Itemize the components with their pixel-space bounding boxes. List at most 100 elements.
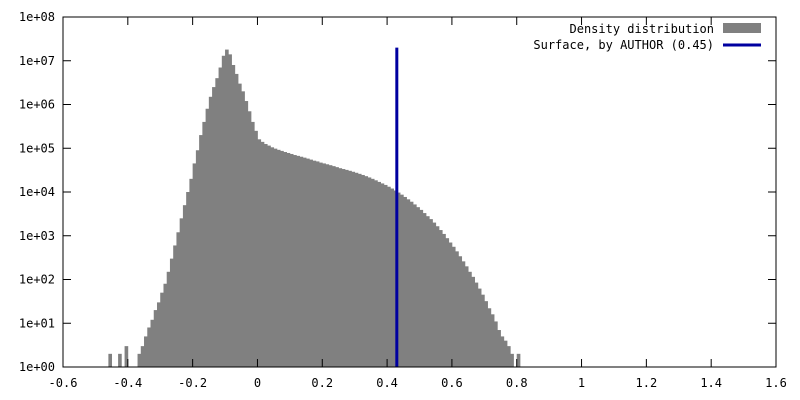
histogram-bar (494, 321, 498, 367)
histogram-bar (413, 204, 417, 367)
histogram-bar (124, 346, 129, 367)
y-tick-label: 1e+01 (19, 316, 55, 330)
histogram-bar (487, 308, 492, 367)
histogram-bar (166, 271, 171, 367)
histogram-bar (490, 314, 495, 367)
legend-swatch-density (723, 23, 761, 33)
histogram-bars (108, 49, 521, 368)
histogram-bar (442, 233, 446, 367)
histogram-bar (503, 340, 508, 367)
histogram-bar (507, 346, 511, 367)
histogram-bar (331, 166, 336, 367)
x-axis: -0.6 -0.4 -0.2 0 0.2 0.4 0.6 0.8 1 1.2 1.4 1.6 (49, 17, 787, 390)
y-tick-label: 1e+03 (19, 229, 55, 243)
histogram-bar (169, 258, 174, 367)
histogram-bar (280, 150, 284, 367)
histogram-bar (445, 238, 450, 367)
histogram-bar (338, 168, 343, 367)
histogram-bar (312, 160, 317, 367)
x-tick-label: 0.6 (441, 376, 463, 390)
histogram-bar (374, 180, 378, 367)
y-tick-label: 1e+08 (19, 10, 55, 24)
histogram-bar (267, 145, 271, 367)
legend: Density distribution Surface, by AUTHOR … (533, 22, 761, 52)
y-tick-label: 1e+07 (19, 54, 55, 68)
histogram-bar (225, 49, 229, 368)
histogram-bar (516, 353, 521, 367)
histogram-bar (370, 178, 375, 367)
histogram-bar (118, 353, 122, 367)
histogram-bar (205, 108, 210, 368)
histogram-bar (270, 147, 275, 367)
histogram-bar (302, 157, 307, 367)
x-tick-label: 1.2 (636, 376, 658, 390)
histogram-bar (199, 135, 203, 367)
histogram-bar (176, 232, 181, 367)
histogram-bar (160, 292, 164, 367)
y-tick-label: 1e+00 (19, 360, 55, 374)
histogram-bar (150, 319, 155, 367)
histogram-bar (335, 167, 339, 367)
x-tick-label: 1.6 (765, 376, 787, 390)
histogram-bar (195, 150, 200, 367)
histogram-bar (283, 152, 288, 367)
histogram-bar (367, 177, 372, 367)
histogram-bar (357, 173, 362, 367)
histogram-bar (458, 256, 463, 367)
histogram-bar (192, 163, 197, 367)
histogram-bar (140, 346, 145, 367)
histogram-bar (471, 276, 475, 367)
histogram-bar (260, 141, 265, 367)
histogram-bar (341, 169, 346, 367)
histogram-bar (306, 158, 310, 367)
histogram-bar (429, 219, 433, 367)
histogram-bar (137, 353, 142, 367)
histogram-bar (377, 181, 382, 367)
histogram-bar (173, 245, 177, 367)
histogram-bar (263, 144, 268, 367)
histogram-bar (234, 73, 239, 368)
x-tick-label: 1 (578, 376, 585, 390)
histogram-bar (250, 121, 255, 367)
histogram-bar (319, 162, 323, 367)
histogram-bar (484, 301, 488, 367)
histogram-bar (435, 226, 440, 367)
legend-label-surface: Surface, by AUTHOR (0.45) (533, 38, 714, 52)
histogram-bar (380, 183, 385, 367)
histogram-bar (254, 130, 258, 367)
legend-label-density: Density distribution (570, 22, 715, 36)
histogram-bar (400, 194, 404, 367)
histogram-bar (403, 196, 407, 367)
histogram-bar (241, 91, 245, 367)
histogram-bar (273, 148, 278, 367)
histogram-bar (328, 165, 333, 367)
histogram-bar (387, 186, 391, 367)
histogram-bar (468, 271, 472, 367)
histogram-bar (406, 199, 411, 367)
x-tick-label: 1.4 (700, 376, 722, 390)
x-tick-label: 0.2 (311, 376, 333, 390)
histogram-bar (163, 283, 168, 367)
histogram-bar (390, 188, 394, 367)
x-tick-label: 0.4 (376, 376, 398, 390)
x-tick-label: -0.2 (178, 376, 207, 390)
histogram-bar (247, 111, 252, 367)
histogram-bar (351, 171, 356, 367)
histogram-bar (179, 218, 184, 367)
histogram-bar (276, 149, 281, 367)
y-tick-label: 1e+06 (19, 98, 55, 112)
histogram-bar (422, 213, 427, 367)
x-tick-label: -0.4 (113, 376, 142, 390)
histogram-bar (299, 156, 304, 367)
histogram-bar (108, 353, 113, 367)
histogram-bar (354, 172, 359, 367)
histogram-bar (464, 266, 469, 367)
histogram-bar (182, 205, 187, 367)
histogram-bar (481, 294, 485, 367)
histogram-bar (189, 178, 194, 367)
histogram-bar (425, 216, 430, 367)
histogram-bar (156, 302, 161, 367)
histogram-bar (474, 282, 479, 367)
histogram-bar (419, 209, 424, 367)
